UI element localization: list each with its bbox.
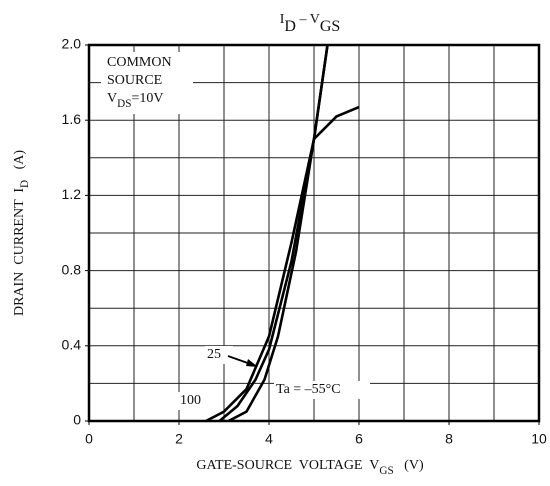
text-part: GS (320, 18, 340, 35)
text-part: V (310, 12, 320, 27)
annotation: SOURCE (107, 73, 162, 88)
x-tick-label: 8 (445, 431, 453, 447)
y-tick-label: 0.8 (62, 261, 82, 277)
text-part: COMMON (107, 55, 172, 70)
series-label: 25 (207, 347, 221, 362)
text-part: V (369, 458, 379, 473)
y-tick-label: 2.0 (62, 36, 82, 52)
text-part: GATE-SOURCE VOLTAGE (196, 458, 369, 473)
text-part: DS (117, 97, 131, 109)
text-part: (A) (12, 150, 27, 180)
curves (205, 45, 360, 421)
plot-frame (87, 43, 541, 423)
text-part: D (18, 180, 30, 188)
series-label: Ta = –55°C (276, 382, 341, 397)
x-tick-label: 2 (175, 431, 183, 447)
label-bg (178, 392, 206, 410)
text-part: (V) (394, 458, 424, 473)
arrow-head (246, 359, 258, 367)
text-part: I (280, 12, 285, 27)
x-axis-label: GATE-SOURCE VOLTAGE VGS (V) (196, 458, 424, 476)
text-part: – (296, 12, 310, 27)
chart-title: ID – VGS (280, 12, 341, 34)
x-tick-label: 6 (355, 431, 363, 447)
y-tick-label: 0 (73, 412, 81, 428)
annotation: COMMON (107, 55, 172, 70)
curve (227, 45, 329, 421)
y-tick-label: 1.6 (62, 111, 82, 127)
y-tick-label: 0.4 (62, 337, 82, 353)
x-tick-label: 0 (85, 431, 93, 447)
y-tick-label: 1.2 (62, 186, 82, 202)
text-part: DRAIN CURRENT I (12, 188, 27, 316)
curve (205, 105, 360, 421)
y-axis-label: DRAIN CURRENT ID (A) (12, 150, 30, 316)
series-label: 100 (180, 393, 201, 408)
x-tick-label: 10 (531, 431, 547, 447)
text-part: D (284, 18, 296, 35)
text-part: =10V (131, 91, 163, 106)
text-part: GS (379, 464, 393, 476)
annotation: VDS=10V (107, 91, 163, 109)
label-bg (205, 346, 233, 364)
text-part: SOURCE (107, 73, 162, 88)
x-tick-label: 4 (265, 431, 273, 447)
text-part: V (107, 91, 117, 106)
label-bg (274, 381, 370, 399)
annotation-box (101, 52, 193, 114)
